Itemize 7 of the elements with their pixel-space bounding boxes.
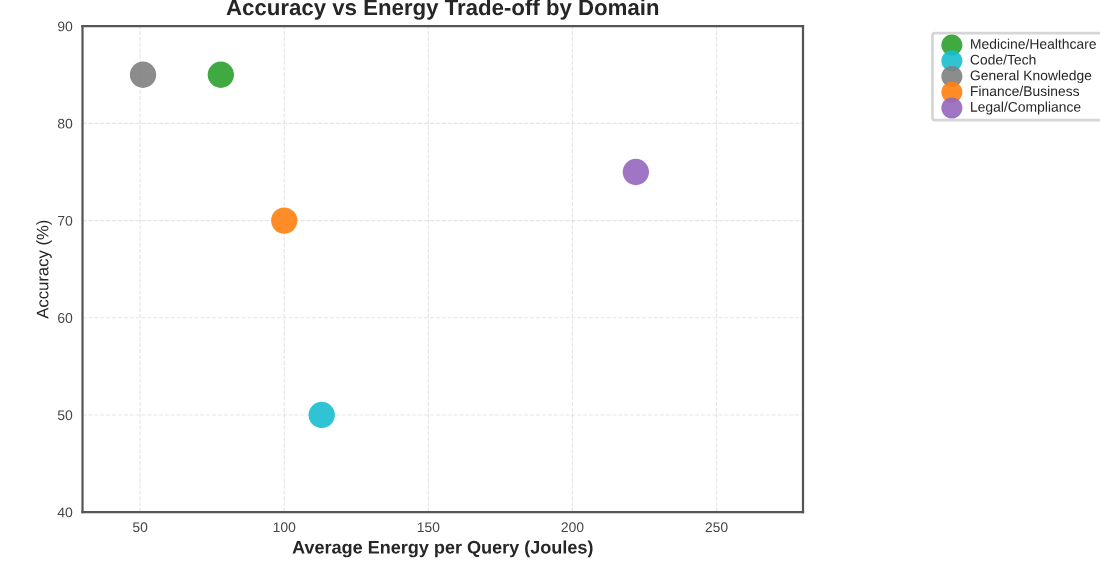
point xyxy=(271,207,298,234)
point xyxy=(622,158,650,186)
x-axis-title: Average Energy per Query (Joules) xyxy=(292,540,593,558)
y-axis-title: Accuracy (%) xyxy=(36,220,52,319)
point xyxy=(308,401,335,429)
point xyxy=(207,61,235,88)
point xyxy=(129,61,157,88)
